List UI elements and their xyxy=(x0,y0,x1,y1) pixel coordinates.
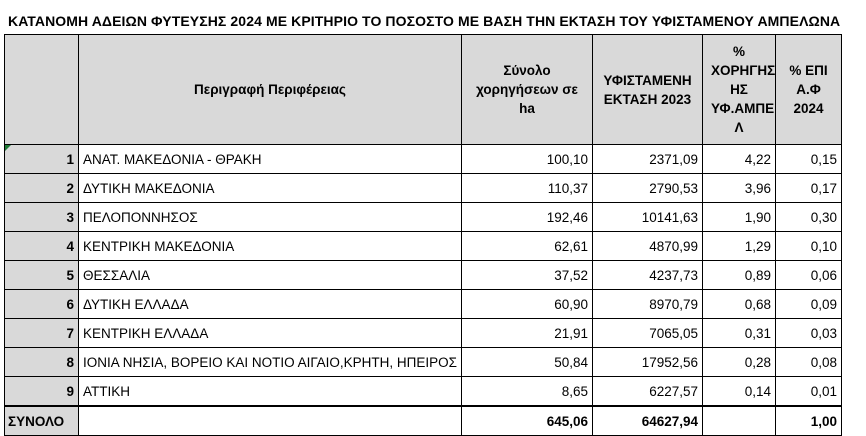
row-total[interactable]: 192,46 xyxy=(461,202,593,232)
row-index[interactable]: 8 xyxy=(4,347,79,377)
row-pct-grant[interactable]: 0,68 xyxy=(702,289,776,319)
row-existing[interactable]: 8970,79 xyxy=(592,289,703,319)
row-total[interactable]: 21,91 xyxy=(461,318,593,348)
table-row: 7 ΚΕΝΤΡΙΚΗ ΕΛΛΑΔΑ 21,91 7065,05 0,31 0,03 xyxy=(4,318,842,348)
row-region[interactable]: ΠΕΛΟΠΟΝΝΗΣΟΣ xyxy=(78,202,462,232)
table-row: 4 ΚΕΝΤΡΙΚΗ ΜΑΚΕΔΟΝΙΑ 62,61 4870,99 1,29 0,10 xyxy=(4,231,842,261)
row-pct-af[interactable]: 0,10 xyxy=(775,231,842,261)
row-index[interactable]: 4 xyxy=(4,231,79,261)
row-region[interactable]: ΚΕΝΤΡΙΚΗ ΜΑΚΕΔΟΝΙΑ xyxy=(78,231,462,261)
row-region[interactable]: ΘΕΣΣΑΛΙΑ xyxy=(78,260,462,290)
allocation-table: Περιγραφή Περιφέρειας Σύνολο χορηγήσεων … xyxy=(4,34,842,436)
row-region[interactable]: ΑΤΤΙΚΗ xyxy=(78,376,462,407)
row-pct-grant[interactable]: 0,28 xyxy=(702,347,776,377)
row-pct-grant[interactable]: 0,14 xyxy=(702,376,776,407)
row-index[interactable]: 3 xyxy=(4,202,79,232)
row-region[interactable]: ΔΥΤΙΚΗ ΕΛΛΑΔΑ xyxy=(78,289,462,319)
row-existing[interactable]: 4870,99 xyxy=(592,231,703,261)
total-pct-grant[interactable] xyxy=(702,405,776,436)
total-sum[interactable]: 645,06 xyxy=(461,405,593,436)
row-index[interactable]: 6 xyxy=(4,289,79,319)
row-pct-af[interactable]: 0,17 xyxy=(775,173,842,203)
total-pct-af[interactable]: 1,00 xyxy=(775,405,842,436)
row-pct-af[interactable]: 0,30 xyxy=(775,202,842,232)
row-existing[interactable]: 2371,09 xyxy=(592,144,703,174)
row-total[interactable]: 100,10 xyxy=(461,144,593,174)
document-title: ΚΑΤΑΝΟΜΗ ΑΔΕΙΩΝ ΦΥΤΕΥΣΗΣ 2024 ΜΕ ΚΡΙΤΗΡΙ… xyxy=(8,13,841,29)
row-pct-grant[interactable]: 0,89 xyxy=(702,260,776,290)
total-existing[interactable]: 64627,94 xyxy=(592,405,703,436)
row-pct-af[interactable]: 0,01 xyxy=(775,376,842,407)
row-pct-grant[interactable]: 0,31 xyxy=(702,318,776,348)
row-index[interactable]: 5 xyxy=(4,260,79,290)
row-region[interactable]: ΑΝΑΤ. ΜΑΚΕΔΟΝΙΑ - ΘΡΑΚΗ xyxy=(78,144,462,174)
row-existing[interactable]: 2790,53 xyxy=(592,173,703,203)
row-region[interactable]: ΔΥΤΙΚΗ ΜΑΚΕΔΟΝΙΑ xyxy=(78,173,462,203)
row-existing[interactable]: 6227,57 xyxy=(592,376,703,407)
header-existing[interactable]: ΥΦΙΣΤΑΜΕΝΗ ΕΚΤΑΣΗ 2023 xyxy=(592,34,703,145)
row-index[interactable]: 9 xyxy=(4,376,79,407)
row-pct-grant[interactable]: 1,90 xyxy=(702,202,776,232)
total-row: ΣΥΝΟΛΟ 645,06 64627,94 1,00 xyxy=(4,405,842,436)
table-row: 6 ΔΥΤΙΚΗ ΕΛΛΑΔΑ 60,90 8970,79 0,68 0,09 xyxy=(4,289,842,319)
header-total[interactable]: Σύνολο χορηγήσεων σε ha xyxy=(461,34,593,145)
row-total[interactable]: 60,90 xyxy=(461,289,593,319)
header-pct-grant[interactable]: % ΧΟΡΗΓΗΣ ΗΣ ΥΦ.ΑΜΠΕ Λ xyxy=(702,34,776,145)
total-label[interactable]: ΣΥΝΟΛΟ xyxy=(4,405,79,436)
row-index[interactable]: 2 xyxy=(4,173,79,203)
table-row: 1 ΑΝΑΤ. ΜΑΚΕΔΟΝΙΑ - ΘΡΑΚΗ 100,10 2371,09 4,2… xyxy=(4,144,842,174)
table-row: 9 ΑΤΤΙΚΗ 8,65 6227,57 0,14 0,01 xyxy=(4,376,842,407)
total-region-cell[interactable] xyxy=(78,405,462,436)
row-pct-af[interactable]: 0,08 xyxy=(775,347,842,377)
row-total[interactable]: 50,84 xyxy=(461,347,593,377)
table-row: 3 ΠΕΛΟΠΟΝΝΗΣΟΣ 192,46 10141,63 1,90 0,30 xyxy=(4,202,842,232)
row-existing[interactable]: 4237,73 xyxy=(592,260,703,290)
row-pct-af[interactable]: 0,09 xyxy=(775,289,842,319)
row-total[interactable]: 62,61 xyxy=(461,231,593,261)
row-total[interactable]: 8,65 xyxy=(461,376,593,407)
row-total[interactable]: 110,37 xyxy=(461,173,593,203)
row-existing[interactable]: 7065,05 xyxy=(592,318,703,348)
table-row: 5 ΘΕΣΣΑΛΙΑ 37,52 4237,73 0,89 0,06 xyxy=(4,260,842,290)
row-existing[interactable]: 10141,63 xyxy=(592,202,703,232)
row-pct-af[interactable]: 0,06 xyxy=(775,260,842,290)
header-index-cell[interactable] xyxy=(4,34,79,145)
header-region[interactable]: Περιγραφή Περιφέρειας xyxy=(78,34,462,145)
row-region[interactable]: ΙΟΝΙΑ ΝΗΣΙΑ, ΒΟΡΕΙΟ ΚΑΙ ΝΟΤΙΟ ΑΙΓΑΙΟ,ΚΡΗ… xyxy=(78,347,462,377)
row-existing[interactable]: 17952,56 xyxy=(592,347,703,377)
row-pct-grant[interactable]: 4,22 xyxy=(702,144,776,174)
header-pct-af[interactable]: % ΕΠΙ Α.Φ 2024 xyxy=(775,34,842,145)
row-pct-af[interactable]: 0,15 xyxy=(775,144,842,174)
table-row: 8 ΙΟΝΙΑ ΝΗΣΙΑ, ΒΟΡΕΙΟ ΚΑΙ ΝΟΤΙΟ ΑΙΓΑΙΟ,ΚΡ… xyxy=(4,347,842,377)
row-region[interactable]: ΚΕΝΤΡΙΚΗ ΕΛΛΑΔΑ xyxy=(78,318,462,348)
table-row: 2 ΔΥΤΙΚΗ ΜΑΚΕΔΟΝΙΑ 110,37 2790,53 3,96 0,17 xyxy=(4,173,842,203)
row-index[interactable]: 1 xyxy=(4,144,79,174)
row-pct-grant[interactable]: 3,96 xyxy=(702,173,776,203)
row-index[interactable]: 7 xyxy=(4,318,79,348)
header-row: Περιγραφή Περιφέρειας Σύνολο χορηγήσεων … xyxy=(4,34,842,145)
row-pct-grant[interactable]: 1,29 xyxy=(702,231,776,261)
row-total[interactable]: 37,52 xyxy=(461,260,593,290)
row-pct-af[interactable]: 0,03 xyxy=(775,318,842,348)
